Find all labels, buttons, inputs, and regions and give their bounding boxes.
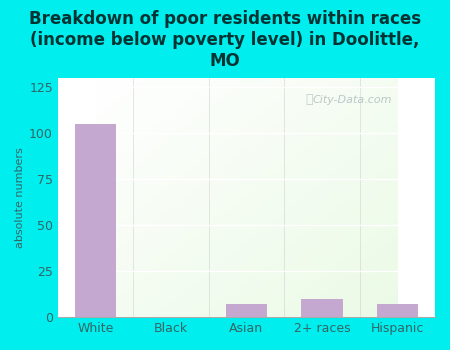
Text: Breakdown of poor residents within races
(income below poverty level) in Doolitt: Breakdown of poor residents within races… (29, 10, 421, 70)
Bar (226, 304, 267, 317)
Bar (377, 304, 418, 317)
Text: Ⓜ: Ⓜ (305, 93, 312, 106)
Text: City-Data.com: City-Data.com (312, 94, 392, 105)
Bar (301, 299, 342, 317)
Bar (75, 124, 117, 317)
Y-axis label: absolute numbers: absolute numbers (15, 147, 25, 248)
